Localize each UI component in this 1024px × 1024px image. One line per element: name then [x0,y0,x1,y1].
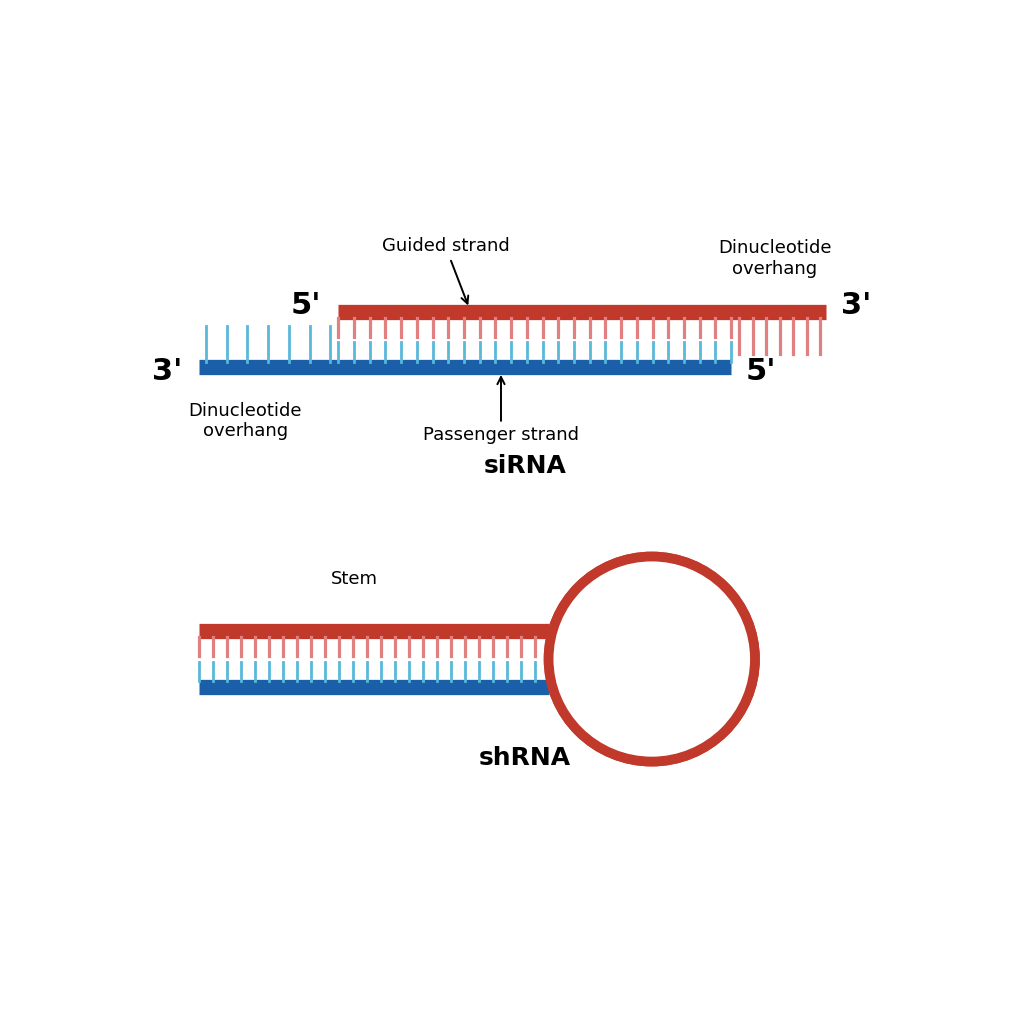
Text: Stem: Stem [331,570,378,588]
Text: shRNA: shRNA [479,745,570,770]
Text: Guided strand: Guided strand [382,238,509,303]
Ellipse shape [549,557,755,762]
Text: 3': 3' [841,291,871,321]
Text: Dinucleotide
overhang: Dinucleotide overhang [718,239,831,278]
Text: Dinucleotide
overhang: Dinucleotide overhang [188,401,302,440]
Text: loop: loop [627,647,677,671]
Text: Passenger strand: Passenger strand [423,377,579,444]
Ellipse shape [549,557,755,762]
Text: 5': 5' [291,291,321,321]
Bar [549,629,553,690]
Text: siRNA: siRNA [483,454,566,478]
Text: 3': 3' [152,356,182,386]
Text: 5': 5' [745,356,776,386]
